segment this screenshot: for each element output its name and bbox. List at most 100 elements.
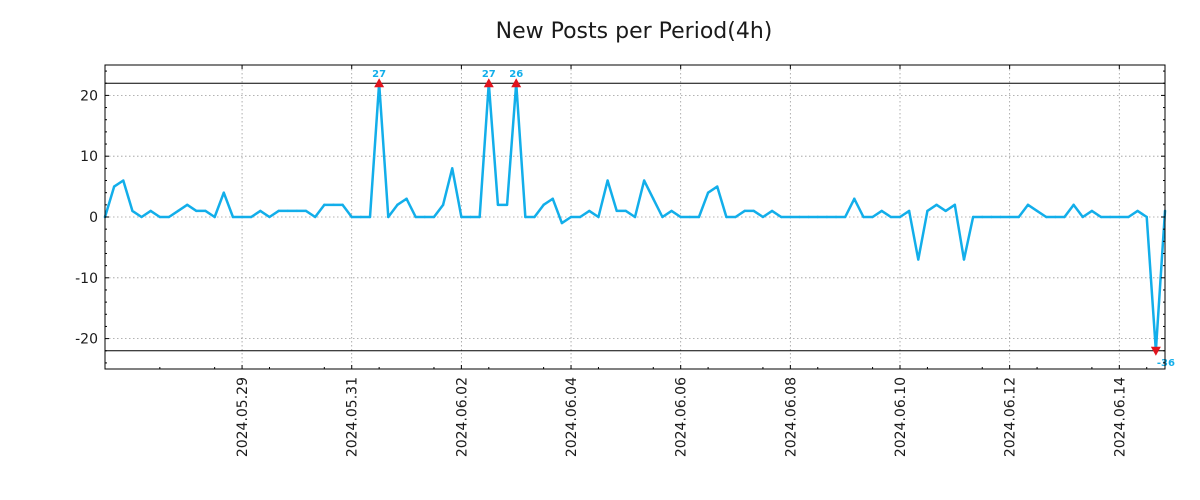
data-point (313, 215, 317, 219)
data-point (898, 215, 902, 219)
data-point (999, 215, 1002, 219)
data-point (533, 215, 536, 219)
data-point (505, 203, 509, 207)
peak-value-label: -36 (1157, 358, 1175, 369)
data-point (907, 209, 911, 213)
data-point (423, 215, 427, 219)
data-point (323, 203, 326, 207)
data-point (1108, 215, 1112, 219)
data-point (716, 185, 719, 188)
x-tick-label: 2024.06.06 (674, 377, 690, 457)
data-point (496, 203, 500, 207)
peak-annotations: 27 27 26 -36 (372, 69, 1175, 369)
data-point (167, 215, 171, 219)
data-point (1063, 215, 1066, 219)
y-tick-label: 10 (80, 149, 98, 165)
data-point (1081, 215, 1084, 219)
data-point (1017, 215, 1020, 219)
data-point (853, 197, 856, 200)
data-point (962, 258, 966, 261)
data-point (697, 215, 701, 219)
data-point (195, 209, 198, 213)
data-point (1026, 203, 1030, 207)
data-point (231, 215, 235, 219)
y-tick-label: 20 (80, 88, 98, 104)
data-point (871, 215, 874, 219)
data-point (688, 215, 692, 219)
data-point (1008, 215, 1011, 219)
data-point (259, 209, 262, 213)
data-point (222, 191, 225, 194)
x-tick-label: 2024.06.04 (564, 377, 580, 457)
data-point (158, 215, 162, 219)
x-tick-label: 2024.06.14 (1112, 377, 1128, 457)
data-point (761, 215, 765, 219)
peak-marker (483, 78, 494, 88)
peak-value-label: 27 (372, 69, 386, 80)
chart-title: New Posts per Period(4h) (496, 19, 773, 44)
plot-frame (104, 64, 1166, 370)
y-tick-label: 0 (89, 210, 98, 226)
data-point (944, 209, 947, 213)
data-point (204, 209, 207, 213)
limit-lines (105, 82, 1165, 352)
series-layer (103, 81, 1167, 353)
data-point (368, 215, 372, 219)
axes: -20 -10 0 10 20 2024.05.29 2024.05.31 2024.06.0… (75, 64, 1166, 457)
data-point (843, 215, 847, 219)
data-point (295, 209, 299, 213)
y-tick-label: -20 (75, 332, 98, 348)
x-tick-label: 2024.06.02 (454, 377, 470, 457)
data-point (615, 209, 618, 213)
data-point (670, 209, 673, 213)
peak-marker (511, 78, 522, 88)
data-point (560, 221, 564, 225)
data-point (706, 191, 710, 194)
x-tick-label: 2024.06.08 (783, 377, 799, 457)
data-point (1127, 215, 1130, 219)
data-point (606, 179, 609, 182)
data-point (1072, 203, 1075, 207)
data-point (524, 215, 527, 219)
data-point (917, 258, 920, 261)
data-point (578, 215, 582, 219)
data-point (981, 215, 984, 219)
data-point (1118, 215, 1121, 219)
data-point (679, 215, 682, 219)
x-tick-label: 2024.05.29 (235, 377, 251, 457)
data-point (780, 215, 783, 219)
data-point (597, 215, 600, 219)
data-point (743, 209, 746, 213)
data-point (926, 209, 929, 213)
data-point (304, 209, 308, 213)
x-tick-label: 2024.06.10 (893, 377, 909, 457)
peak-value-label: 27 (482, 69, 496, 80)
data-point (186, 203, 189, 207)
data-point (213, 215, 216, 219)
data-point (1035, 209, 1039, 213)
data-point (816, 215, 819, 219)
peak-marker (374, 78, 385, 88)
data-point (1145, 215, 1148, 219)
data-point (277, 209, 280, 213)
data-point (460, 215, 463, 219)
data-point (633, 215, 637, 219)
data-point (725, 215, 728, 219)
data-point (734, 215, 737, 219)
data-point (414, 215, 417, 219)
data-point (359, 215, 363, 219)
data-point (240, 215, 244, 219)
data-point (971, 215, 975, 219)
data-point (789, 215, 792, 219)
data-point (140, 215, 143, 219)
data-point (432, 215, 436, 219)
data-point (990, 215, 993, 219)
data-point (396, 203, 399, 207)
data-point (1045, 215, 1048, 219)
data-point (387, 215, 390, 219)
data-point (652, 197, 655, 200)
data-point (149, 209, 152, 213)
data-point (862, 215, 865, 219)
y-tick-label: -10 (75, 271, 98, 287)
